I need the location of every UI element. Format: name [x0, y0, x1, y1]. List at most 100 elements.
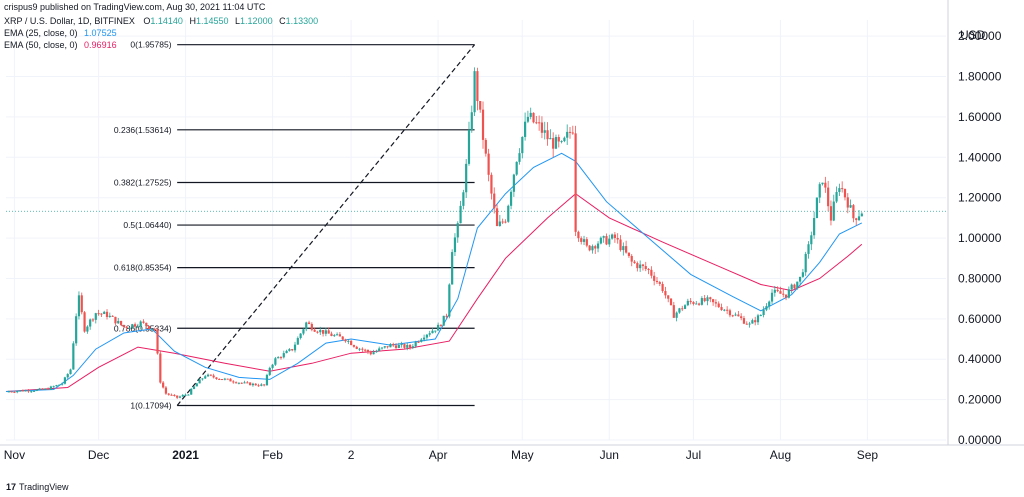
candle-body — [650, 269, 653, 276]
candle-body — [442, 315, 445, 326]
ema50-value: 0.96916 — [84, 40, 117, 50]
candle-body — [512, 174, 515, 192]
y-tick-label: 0.40000 — [958, 352, 1002, 366]
price-axis[interactable]: 2.00000 1.80000 1.60000 1.40000 1.20000 1.000… — [947, 0, 1002, 447]
y-tick-label: 1.20000 — [958, 191, 1002, 205]
candle-body — [683, 305, 687, 309]
candle-body — [63, 377, 67, 384]
candle-body — [667, 295, 670, 299]
candle-body — [798, 276, 802, 282]
candle-body — [532, 112, 535, 123]
candle-body — [580, 238, 583, 242]
candle-body — [453, 237, 457, 253]
candle-body — [117, 320, 120, 324]
candle-body — [524, 121, 527, 137]
candle-body — [821, 182, 824, 185]
candle-body — [279, 357, 283, 359]
candle-body — [105, 311, 109, 317]
candle-body — [765, 306, 768, 310]
candle-body — [599, 237, 602, 244]
candle-body — [257, 385, 260, 387]
candle-body — [162, 382, 165, 388]
candle-body — [846, 197, 849, 208]
candle-body — [790, 284, 793, 290]
candle-body — [557, 137, 560, 142]
candle-body — [41, 388, 44, 390]
candle-body — [234, 382, 238, 384]
candle-body — [742, 318, 746, 324]
candle-body — [843, 189, 847, 198]
symbol-title: XRP / U.S. Dollar, 1D, BITFINEX — [4, 16, 135, 26]
x-tick-label: Apr — [429, 448, 448, 462]
ohlc-high-label: H — [189, 16, 196, 26]
candle-body — [321, 330, 325, 334]
fibonacci-retracement[interactable]: 0(1.95785) 0.236(1.53614) 0.382(1.27525) 0.… — [114, 40, 476, 411]
candle-body — [293, 344, 297, 351]
candle-body — [829, 206, 833, 221]
candle-body — [751, 320, 754, 324]
candle-body — [108, 315, 111, 317]
candle-body — [201, 378, 204, 380]
candle-body — [428, 333, 431, 335]
candle-body — [681, 308, 684, 310]
candle-body — [501, 221, 504, 223]
candle-body — [296, 338, 299, 345]
time-axis[interactable]: Nov Dec 2021 Feb 2 Apr May Jun Jul Aug Sep — [0, 444, 1024, 462]
candle-body — [392, 344, 395, 346]
candle-body — [383, 346, 386, 348]
candle-body — [655, 280, 659, 283]
candle-body — [327, 330, 330, 334]
candle-body — [481, 109, 485, 140]
candle-body — [86, 326, 89, 332]
candle-body — [226, 378, 229, 380]
candle-body — [220, 379, 224, 381]
candle-body — [204, 376, 207, 379]
candle-body — [277, 357, 280, 359]
candle-body — [518, 153, 521, 162]
candle-body — [782, 293, 785, 295]
candle-body — [366, 349, 370, 353]
candle-body — [72, 343, 75, 370]
candle-body — [355, 346, 358, 349]
candle-body — [619, 239, 622, 251]
ema50-legend: EMA (50, close, 0) 0.96916 — [4, 40, 117, 50]
candle-body — [425, 334, 428, 338]
candle-body — [229, 378, 232, 382]
candle-body — [411, 346, 414, 348]
candle-body — [291, 349, 294, 351]
candle-body — [375, 350, 378, 353]
candle-body — [13, 391, 16, 393]
y-tick-label: 1.80000 — [958, 70, 1002, 84]
x-tick-label: Feb — [262, 448, 283, 462]
candle-body — [804, 253, 807, 273]
candle-body — [543, 130, 546, 133]
candle-body — [585, 239, 588, 246]
candle-body — [94, 313, 97, 320]
candle-body — [288, 349, 291, 351]
candle-body — [678, 308, 681, 313]
candle-body — [625, 246, 628, 253]
x-tick-label: Aug — [770, 448, 791, 462]
candle-body — [89, 319, 92, 327]
candle-body — [855, 218, 858, 221]
candle-body — [274, 358, 277, 365]
candle-body — [622, 246, 625, 251]
tradingview-logo-icon: 17 — [6, 482, 17, 492]
candle-body — [167, 393, 170, 395]
candle-body — [507, 205, 510, 222]
tradingview-logo[interactable]: 17 TradingView — [6, 482, 69, 492]
candle-body — [554, 137, 558, 149]
candle-body — [249, 382, 252, 386]
candle-body — [378, 348, 381, 351]
candle-body — [209, 374, 212, 376]
candle-body — [787, 289, 790, 298]
candle-body — [192, 386, 196, 389]
candle-body — [246, 382, 249, 384]
candle-body — [58, 384, 61, 386]
candle-body — [709, 297, 712, 300]
candle-body — [759, 315, 762, 317]
candle-body — [114, 316, 117, 324]
candle-body — [613, 234, 616, 238]
candle-body — [178, 396, 182, 398]
